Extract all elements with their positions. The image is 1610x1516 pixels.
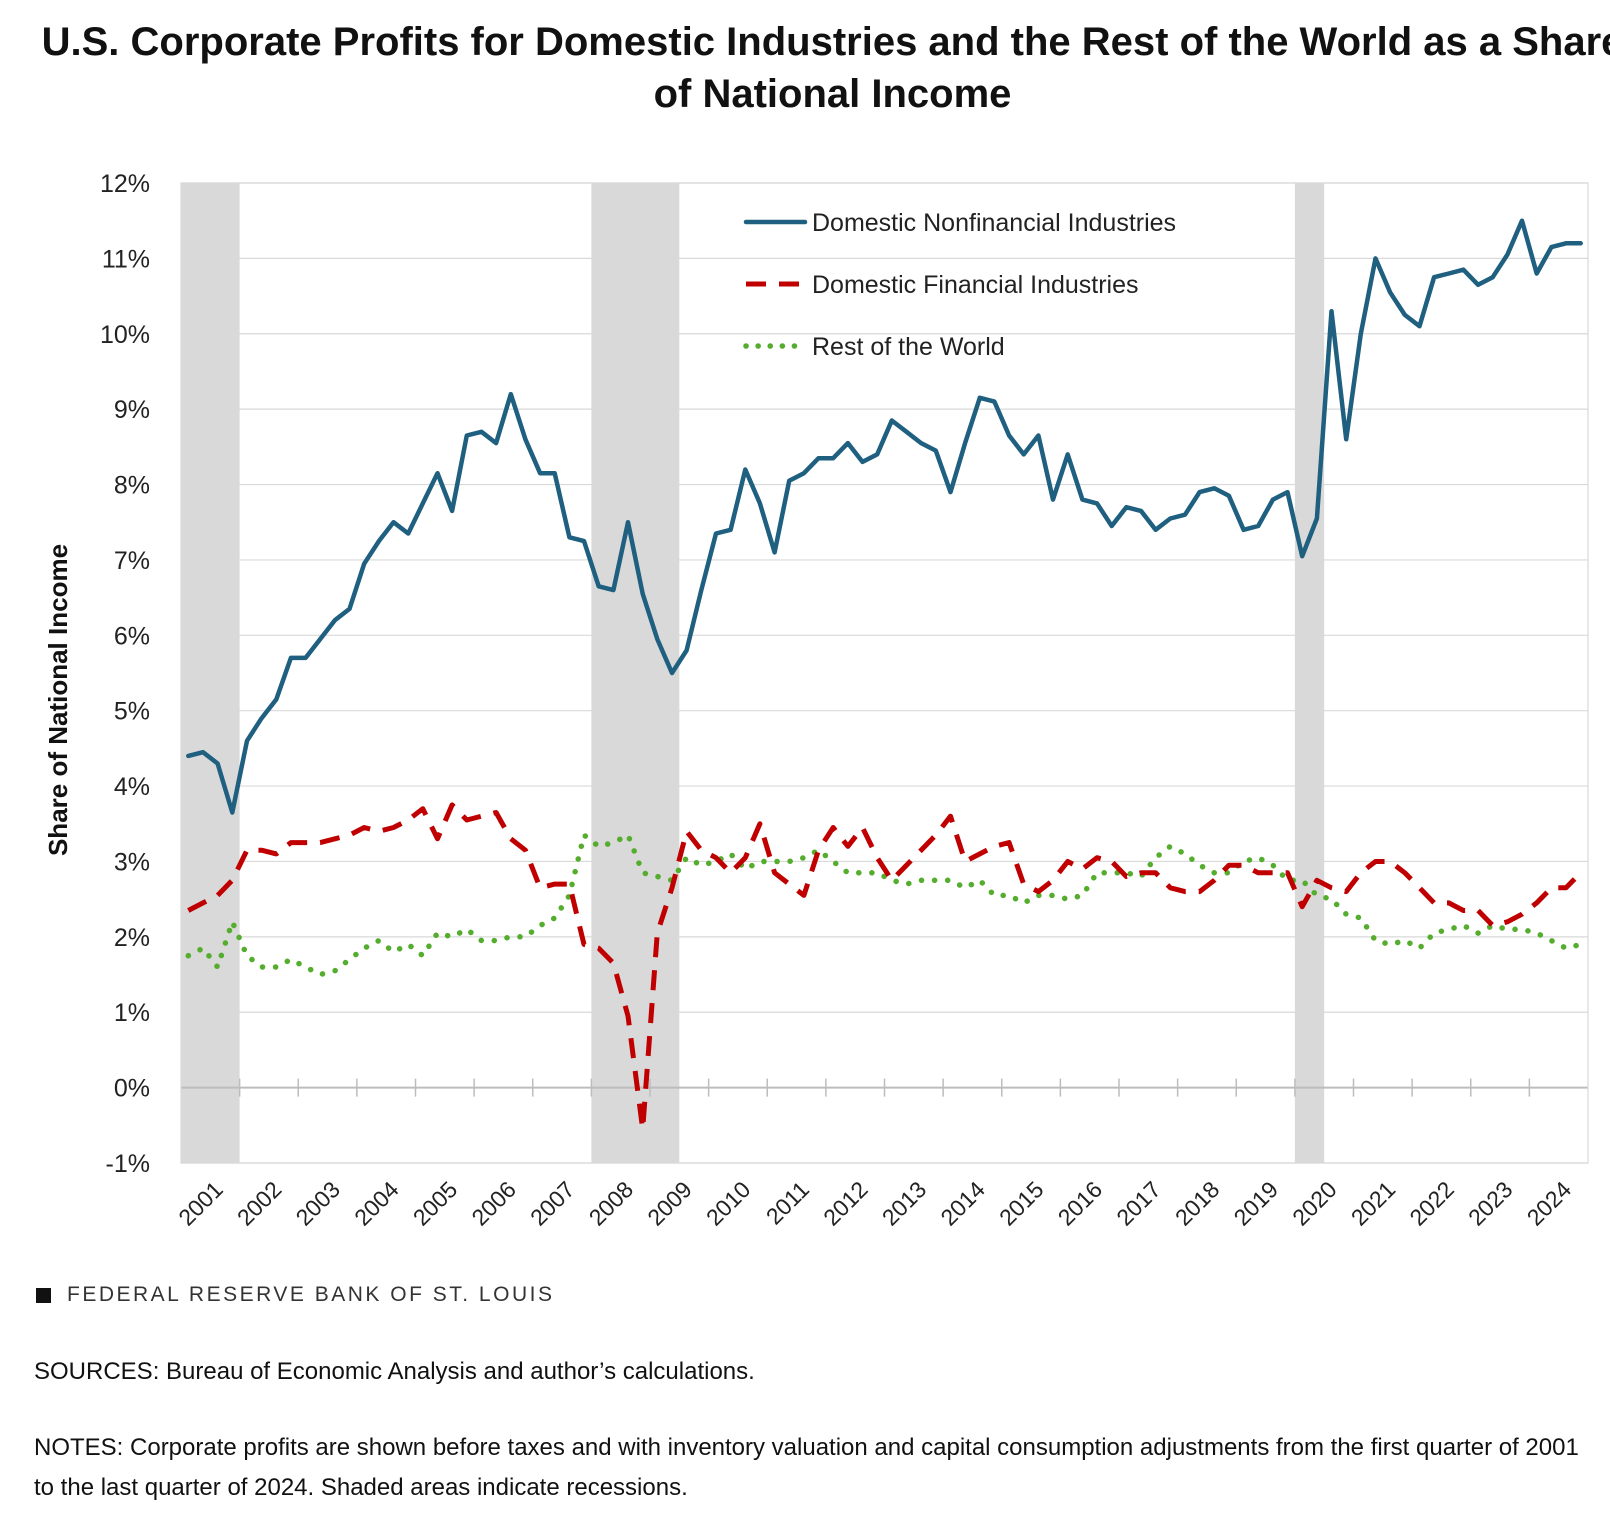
- y-tick-label: 1%: [114, 999, 150, 1027]
- legend-label-1: Domestic Nonfinancial Industries: [812, 209, 1176, 237]
- x-tick-label: 2021: [1346, 1176, 1401, 1231]
- x-tick-label: 2002: [232, 1176, 287, 1231]
- y-tick-label: 11%: [102, 245, 150, 273]
- x-tick-label: 2003: [291, 1176, 346, 1231]
- y-tick-label: -1%: [106, 1150, 150, 1178]
- y-tick-label: 12%: [100, 170, 150, 198]
- x-tick-label: 2004: [349, 1176, 404, 1231]
- y-tick-label: 5%: [114, 698, 150, 726]
- recession-band-3: [1294, 183, 1325, 1163]
- legend-label-2: Domestic Financial Industries: [812, 271, 1139, 299]
- nonfinancial-line: [186, 218, 1583, 815]
- x-tick-label: 2024: [1522, 1176, 1577, 1231]
- y-tick-label: 7%: [114, 547, 150, 575]
- y-tick-label: 2%: [114, 924, 150, 952]
- legend-label-3: Rest of the World: [812, 333, 1005, 361]
- x-tick-label: 2019: [1229, 1176, 1284, 1231]
- x-tick-label: 2007: [525, 1176, 580, 1231]
- brand-square-icon: [36, 1287, 51, 1303]
- notes-text: NOTES: Corporate profits are shown befor…: [34, 1434, 1579, 1501]
- recession-band-2: [591, 183, 680, 1163]
- plot-frame: [180, 182, 1589, 1164]
- y-tick-label: 10%: [100, 321, 150, 349]
- recession-shading: [181, 183, 1325, 1163]
- x-tick-label: 2017: [1111, 1176, 1166, 1231]
- x-tick-label: 2012: [818, 1176, 873, 1231]
- rest-of-world-line: [185, 832, 1584, 978]
- legend: Domestic Nonfinancial Industries Domestic…: [743, 209, 1176, 361]
- y-tick-labels: -1% 0% 1% 2% 3% 4% 5% 6% 7% 8% 9% 10% 11% 12%: [100, 170, 150, 1178]
- line-chart: -1%0%1%2%3%4%5%6%7%8%9%10%11%12% 2001 200…: [43, 170, 1589, 1231]
- x-tick-label: 2023: [1463, 1176, 1518, 1231]
- x-tick-label: 2006: [466, 1176, 521, 1231]
- recession-band-1: [181, 183, 240, 1163]
- x-tick-label: 2022: [1404, 1176, 1459, 1231]
- financial-line: [187, 802, 1583, 1132]
- x-tick-labels: 2001 2002 2003 2004 2005 2006 2007 2008 2009 2010…: [173, 1176, 1576, 1231]
- y-tick-label: 0%: [114, 1075, 150, 1103]
- chart-title: U.S. Corporate Profits for Domestic Indu…: [41, 20, 1610, 116]
- x-tick-label: 2005: [408, 1176, 463, 1231]
- x-tick-label: 2011: [761, 1176, 814, 1229]
- x-tick-label: 2001: [173, 1176, 228, 1231]
- x-tick-label: 2018: [1170, 1176, 1225, 1231]
- x-tick-label: 2013: [877, 1176, 932, 1231]
- series-lines: [185, 218, 1584, 1132]
- x-axis-ticks: [238, 1078, 1531, 1097]
- y-tick-label: 9%: [114, 396, 150, 424]
- x-tick-label: 2010: [701, 1176, 756, 1231]
- x-tick-label: 2009: [642, 1176, 697, 1231]
- gridlines: [180, 182, 1589, 1164]
- brand-footer: FEDERAL RESERVE BANK OF ST. LOUIS: [36, 1283, 554, 1307]
- y-axis-title: Share of National Income: [43, 544, 73, 856]
- y-tick-label: 6%: [114, 622, 150, 650]
- x-tick-label: 2008: [584, 1176, 639, 1231]
- x-tick-label: 2020: [1287, 1176, 1342, 1231]
- y-tick-label: 3%: [114, 848, 150, 876]
- y-tick-label: 4%: [114, 773, 150, 801]
- x-tick-label: 2016: [1053, 1176, 1108, 1231]
- x-tick-label: 2015: [994, 1176, 1049, 1231]
- y-tick-label: 8%: [114, 472, 150, 500]
- sources-note: SOURCES: Bureau of Economic Analysis and…: [34, 1358, 755, 1385]
- x-tick-label: 2014: [935, 1176, 990, 1231]
- brand-name: FEDERAL RESERVE BANK OF ST. LOUIS: [67, 1283, 555, 1306]
